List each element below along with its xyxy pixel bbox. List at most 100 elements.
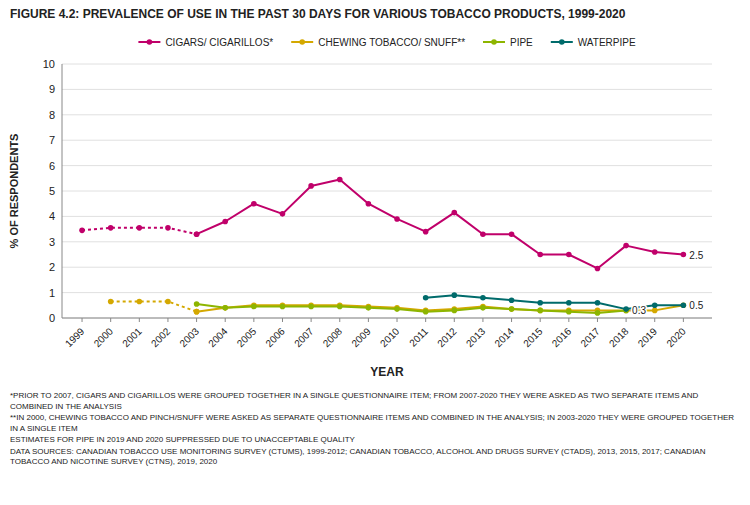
grid-line [62, 318, 712, 319]
data-point [108, 299, 114, 305]
x-tick-label: 2016 [550, 325, 574, 349]
grid-line [62, 114, 712, 115]
x-tick-label: 2014 [492, 325, 516, 349]
footnote: **IN 2000, CHEWING TOBACCO AND PINCH/SNU… [10, 413, 734, 433]
data-point [595, 266, 601, 272]
data-point [222, 305, 228, 311]
data-point [451, 210, 457, 216]
data-point [308, 304, 314, 310]
data-point [509, 306, 515, 312]
y-tick-label: 3 [49, 236, 55, 248]
data-point [566, 309, 572, 315]
x-tick [139, 318, 140, 322]
footnote-line: IN A SINGLE ITEM [10, 424, 78, 433]
y-axis [62, 64, 63, 318]
data-point [337, 304, 343, 310]
footnote-line: COMBINED IN THE ANALYSIS [10, 402, 122, 411]
footnote-line: *PRIOR TO 2007, CIGARS AND CIGARILLOS WE… [10, 391, 698, 400]
x-tick-label: 2019 [636, 325, 660, 349]
x-tick [540, 318, 541, 322]
data-point [165, 225, 171, 231]
data-point [623, 306, 629, 312]
x-tick [482, 318, 483, 322]
data-point [681, 303, 687, 309]
legend-marker [147, 39, 153, 45]
footnote: ESTIMATES FOR PIPE IN 2019 AND 2020 SUPP… [10, 435, 356, 444]
x-tick [568, 318, 569, 322]
x-tick [196, 318, 197, 322]
y-axis-label: % OF RESPONDENTS [8, 134, 20, 249]
data-point [337, 177, 343, 183]
grid-line [62, 89, 712, 90]
grid-line [62, 241, 712, 242]
x-tick [253, 318, 254, 322]
data-point [681, 303, 687, 309]
data-point [480, 295, 486, 301]
data-point [566, 300, 572, 306]
grid-line [62, 165, 712, 166]
legend: CIGARS/ CIGARILLOS* CHEWING TOBACCO/ SNUF… [138, 37, 636, 48]
series-line [197, 304, 627, 313]
x-tick-label: 2011 [407, 325, 430, 348]
end-label: 2.5 [689, 250, 703, 261]
x-tick [654, 318, 655, 322]
data-point [652, 249, 658, 255]
footnote-line: TOBACCO AND NICOTINE SURVEY (CTNS), 2019… [10, 457, 218, 466]
y-tick-label: 4 [49, 210, 55, 222]
x-tick [597, 318, 598, 322]
x-tick [225, 318, 226, 322]
data-point [222, 305, 228, 311]
data-point [108, 225, 114, 231]
grid-line [62, 292, 712, 293]
data-point [451, 308, 457, 314]
grid-line [62, 191, 712, 192]
y-tick-label: 5 [49, 185, 55, 197]
x-tick-label: 2005 [235, 325, 259, 349]
x-tick [626, 318, 627, 322]
data-point [480, 305, 486, 311]
x-tick [311, 318, 312, 322]
x-tick-label: 2012 [435, 325, 459, 349]
grid-line [62, 267, 712, 268]
chart: FIGURE 4.2: PREVALENCE OF USE IN THE PAS… [0, 0, 750, 505]
data-point [280, 211, 286, 217]
grid-line [62, 216, 712, 217]
data-point [537, 308, 543, 314]
x-tick-label: 2007 [292, 325, 316, 349]
x-tick-label: 2008 [321, 325, 345, 349]
x-tick [82, 318, 83, 322]
data-point [251, 304, 257, 310]
data-point [595, 300, 601, 306]
x-axis [62, 318, 712, 319]
footnote-line: DATA SOURCES: CANADIAN TOBACCO USE MONIT… [10, 447, 706, 456]
grid-line [62, 64, 712, 65]
legend-label: CHEWING TOBACCO/ SNUFF** [318, 37, 465, 48]
legend-label: PIPE [510, 37, 533, 48]
legend-marker [559, 39, 565, 45]
data-point [652, 308, 658, 314]
footnote-line: **IN 2000, CHEWING TOBACCO AND PINCH/SNU… [10, 413, 734, 422]
legend-label: WATERPIPE [578, 37, 636, 48]
data-point [537, 252, 543, 258]
data-point [79, 228, 85, 234]
data-point [537, 308, 543, 314]
x-tick-label: 2006 [263, 325, 287, 349]
data-point [194, 231, 200, 237]
x-tick [397, 318, 398, 322]
x-tick [683, 318, 684, 322]
data-point [423, 229, 429, 235]
plot-area [79, 177, 686, 316]
series-line [111, 301, 197, 311]
x-tick-label: 2000 [92, 325, 116, 349]
data-point [595, 310, 601, 316]
data-point [194, 309, 200, 315]
data-point [509, 306, 515, 312]
x-tick [110, 318, 111, 322]
legend-item: CIGARS/ CIGARILLOS* [138, 37, 273, 48]
data-point [394, 216, 400, 222]
data-point [137, 299, 143, 305]
title: FIGURE 4.2: PREVALENCE OF USE IN THE PAS… [10, 7, 626, 21]
data-point [566, 252, 572, 258]
x-tick-label: 2009 [349, 325, 373, 349]
footnote-line: ESTIMATES FOR PIPE IN 2019 AND 2020 SUPP… [10, 435, 356, 444]
